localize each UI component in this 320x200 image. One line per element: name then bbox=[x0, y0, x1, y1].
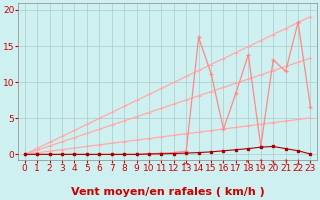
Text: ↑: ↑ bbox=[283, 158, 289, 167]
Text: ↓: ↓ bbox=[295, 158, 301, 167]
Text: ↘: ↘ bbox=[270, 158, 276, 167]
X-axis label: Vent moyen/en rafales ( km/h ): Vent moyen/en rafales ( km/h ) bbox=[71, 187, 264, 197]
Text: ←: ← bbox=[183, 158, 189, 167]
Text: ↑: ↑ bbox=[258, 158, 264, 167]
Text: ↖: ↖ bbox=[245, 158, 252, 167]
